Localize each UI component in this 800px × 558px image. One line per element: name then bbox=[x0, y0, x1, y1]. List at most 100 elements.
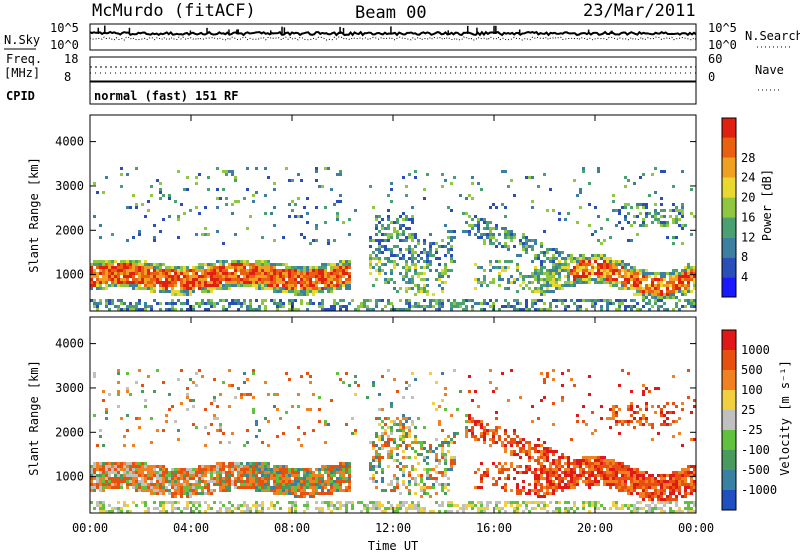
data-cell bbox=[417, 287, 420, 290]
data-cell bbox=[105, 266, 108, 269]
data-cell bbox=[636, 206, 639, 209]
data-cell bbox=[573, 471, 576, 474]
data-cell bbox=[324, 266, 327, 269]
data-cell bbox=[177, 438, 180, 441]
data-cell bbox=[537, 269, 540, 272]
data-cell bbox=[264, 212, 267, 215]
data-cell bbox=[372, 266, 375, 269]
data-cell bbox=[264, 474, 267, 477]
data-cell bbox=[378, 248, 381, 251]
data-cell bbox=[528, 459, 531, 462]
data-cell bbox=[153, 278, 156, 281]
data-cell bbox=[270, 489, 273, 492]
data-cell bbox=[285, 266, 288, 269]
data-cell bbox=[567, 462, 570, 465]
data-cell bbox=[573, 483, 576, 486]
data-cell bbox=[639, 272, 642, 275]
data-cell bbox=[177, 474, 180, 477]
data-cell bbox=[447, 299, 450, 302]
data-cell bbox=[378, 215, 381, 218]
data-cell bbox=[531, 206, 534, 209]
data-cell bbox=[651, 474, 654, 477]
data-cell bbox=[474, 504, 477, 507]
data-cell bbox=[186, 393, 189, 396]
data-cell bbox=[111, 275, 114, 278]
data-cell bbox=[132, 263, 135, 266]
data-cell bbox=[681, 203, 684, 206]
data-cell bbox=[207, 233, 210, 236]
data-cell bbox=[408, 435, 411, 438]
data-cell bbox=[525, 284, 528, 287]
data-cell bbox=[348, 260, 351, 263]
data-cell bbox=[675, 236, 678, 239]
data-cell bbox=[609, 284, 612, 287]
data-cell bbox=[558, 477, 561, 480]
data-cell bbox=[120, 417, 123, 420]
data-cell bbox=[558, 287, 561, 290]
data-cell bbox=[555, 257, 558, 260]
data-cell bbox=[189, 474, 192, 477]
data-cell bbox=[306, 501, 309, 504]
data-cell bbox=[96, 275, 99, 278]
data-cell bbox=[381, 432, 384, 435]
data-cell bbox=[537, 489, 540, 492]
data-cell bbox=[234, 272, 237, 275]
data-cell bbox=[663, 480, 666, 483]
data-cell bbox=[537, 468, 540, 471]
data-cell bbox=[240, 483, 243, 486]
data-cell bbox=[255, 489, 258, 492]
data-cell bbox=[111, 299, 114, 302]
data-cell bbox=[633, 305, 636, 308]
data-cell bbox=[279, 486, 282, 489]
data-cell bbox=[450, 239, 453, 242]
data-cell bbox=[309, 474, 312, 477]
data-cell bbox=[489, 438, 492, 441]
data-cell bbox=[204, 284, 207, 287]
data-cell bbox=[198, 465, 201, 468]
data-cell bbox=[111, 468, 114, 471]
data-cell bbox=[561, 465, 564, 468]
data-cell bbox=[186, 176, 189, 179]
data-cell bbox=[501, 278, 504, 281]
data-cell bbox=[432, 293, 435, 296]
data-cell bbox=[144, 489, 147, 492]
data-cell bbox=[99, 507, 102, 510]
data-cell bbox=[480, 504, 483, 507]
data-cell bbox=[396, 233, 399, 236]
data-cell bbox=[222, 242, 225, 245]
data-cell bbox=[573, 281, 576, 284]
data-cell bbox=[294, 489, 297, 492]
data-cell bbox=[600, 269, 603, 272]
data-cell bbox=[495, 441, 498, 444]
data-cell bbox=[258, 429, 261, 432]
data-cell bbox=[438, 245, 441, 248]
data-cell bbox=[672, 242, 675, 245]
data-cell bbox=[192, 471, 195, 474]
data-cell bbox=[633, 417, 636, 420]
data-cell bbox=[516, 507, 519, 510]
data-cell bbox=[132, 260, 135, 263]
data-cell bbox=[561, 477, 564, 480]
data-cell bbox=[588, 486, 591, 489]
data-cell bbox=[255, 263, 258, 266]
data-cell bbox=[303, 489, 306, 492]
data-cell bbox=[222, 465, 225, 468]
data-cell bbox=[375, 465, 378, 468]
data-cell bbox=[144, 287, 147, 290]
data-cell bbox=[579, 474, 582, 477]
data-cell bbox=[567, 459, 570, 462]
data-cell bbox=[174, 492, 177, 495]
data-cell bbox=[372, 468, 375, 471]
data-cell bbox=[258, 486, 261, 489]
data-cell bbox=[642, 492, 645, 495]
data-cell bbox=[633, 474, 636, 477]
data-cell bbox=[573, 266, 576, 269]
data-cell bbox=[399, 462, 402, 465]
data-cell bbox=[276, 501, 279, 504]
data-cell bbox=[252, 480, 255, 483]
data-cell bbox=[159, 489, 162, 492]
data-cell bbox=[186, 269, 189, 272]
data-cell bbox=[195, 480, 198, 483]
data-cell bbox=[303, 504, 306, 507]
data-cell bbox=[345, 477, 348, 480]
